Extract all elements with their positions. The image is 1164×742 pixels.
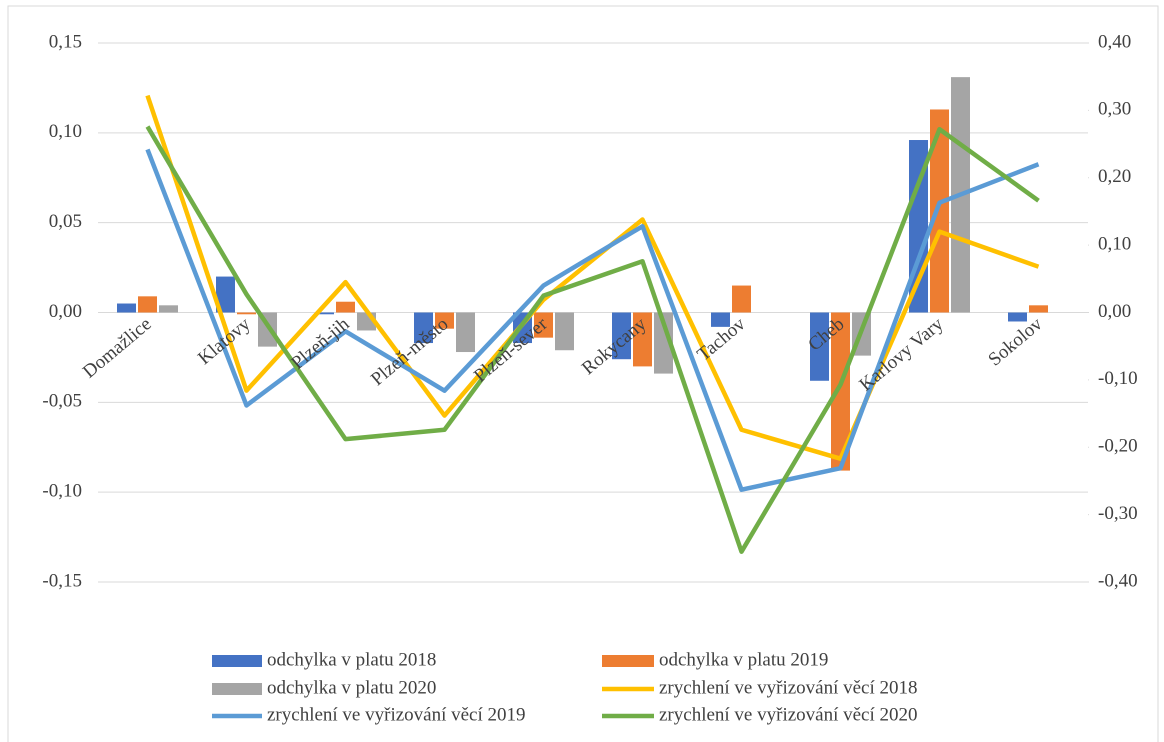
y2-tick-label: 0,00 bbox=[1098, 301, 1131, 322]
y-tick-label: 0,10 bbox=[49, 121, 82, 142]
bar bbox=[117, 303, 136, 313]
legend-label: zrychlení ve vyřizování věcí 2019 bbox=[267, 704, 526, 725]
y-tick-label: -0,05 bbox=[42, 391, 82, 412]
legend-swatch bbox=[212, 655, 262, 667]
bar bbox=[315, 312, 334, 315]
line-series bbox=[145, 125, 1040, 554]
legend-label: odchylka v platu 2018 bbox=[267, 649, 436, 670]
bar bbox=[138, 296, 157, 313]
bar bbox=[654, 312, 673, 374]
bar bbox=[732, 285, 751, 313]
y2-tick-label: -0,30 bbox=[1098, 503, 1138, 524]
y-tick-label: -0,15 bbox=[42, 570, 82, 591]
bar bbox=[414, 312, 433, 344]
bar bbox=[159, 305, 178, 313]
bar bbox=[456, 312, 475, 353]
bar bbox=[336, 301, 355, 313]
y-tick-label: -0,10 bbox=[42, 481, 82, 502]
legend-label: odchylka v platu 2019 bbox=[659, 649, 828, 670]
bar bbox=[831, 312, 850, 471]
bar bbox=[633, 312, 652, 367]
bar bbox=[216, 276, 235, 313]
chart-frame bbox=[7, 5, 1159, 742]
legend-label: odchylka v platu 2020 bbox=[267, 677, 436, 698]
y2-tick-label: 0,20 bbox=[1098, 166, 1131, 187]
bar bbox=[930, 109, 949, 313]
legend-swatch bbox=[212, 683, 262, 695]
bar bbox=[711, 312, 730, 327]
y-tick-label: 0,00 bbox=[49, 301, 82, 322]
bar bbox=[534, 312, 553, 338]
y2-tick-label: -0,20 bbox=[1098, 436, 1138, 457]
y-tick-label: 0,05 bbox=[49, 211, 82, 232]
y2-tick-label: -0,10 bbox=[1098, 368, 1138, 389]
bar bbox=[1029, 305, 1048, 313]
line-series bbox=[145, 94, 1040, 461]
legend-label: zrychlení ve vyřizování věcí 2018 bbox=[659, 677, 918, 698]
bar bbox=[1008, 312, 1027, 322]
bar bbox=[237, 312, 256, 315]
legend-label: zrychlení ve vyřizování věcí 2020 bbox=[659, 704, 918, 725]
bar bbox=[810, 312, 829, 381]
y2-tick-label: 0,30 bbox=[1098, 99, 1131, 120]
bar bbox=[555, 312, 574, 351]
y2-tick-label: 0,10 bbox=[1098, 233, 1131, 254]
y2-tick-label: -0,40 bbox=[1098, 570, 1138, 591]
legend-swatch bbox=[602, 655, 654, 667]
bar bbox=[435, 312, 454, 329]
bar bbox=[612, 312, 631, 360]
y2-tick-label: 0,40 bbox=[1098, 31, 1131, 52]
y-tick-label: 0,15 bbox=[49, 31, 82, 52]
